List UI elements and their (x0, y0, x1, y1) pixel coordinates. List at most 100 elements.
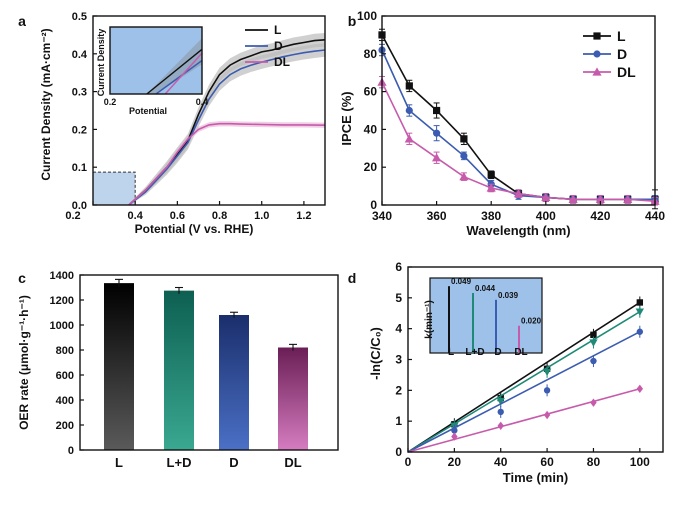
panel-a-inset-line-L (146, 48, 203, 95)
panel-b-legend-label-DL: DL (617, 64, 636, 80)
panel-a-axes-frame (92, 15, 326, 206)
panel-d-ytick-label: 5 (395, 291, 402, 305)
panel-a-ylabel: Current Density (mA·cm⁻²) (39, 28, 53, 180)
panel-a-ytick-label: 0.5 (72, 11, 87, 23)
panel-a-letter: a (18, 13, 26, 29)
panel-a-xtick-label: 0.4 (128, 210, 144, 222)
panel-c-axes-frame (79, 274, 339, 451)
panel-c-category-label-D: D (229, 455, 238, 470)
panel-b-legend-marker-DL (592, 67, 602, 76)
panel-c-bar-DL (278, 347, 308, 450)
panel-a-ytick-label: 0.4 (72, 49, 88, 61)
panel-d-ytick-label: 3 (395, 353, 402, 367)
panel-a-xtick-label: 0.8 (212, 210, 227, 222)
panel-a-legend-label-L: L (274, 23, 281, 37)
panel-d-xtick-label: 80 (587, 455, 601, 469)
panel-a-ytick-label: 0.3 (72, 87, 87, 99)
panel-a-xtick-label: 0.6 (170, 210, 185, 222)
panel-a-band-DL (128, 121, 325, 205)
panel-b-point-DL (568, 194, 578, 203)
panel-a-line-DL (128, 122, 326, 206)
panel-b-legend-marker-D (593, 50, 601, 58)
panel-d-inset-frame (429, 277, 543, 354)
panel-c-ytick-label: 0 (68, 445, 74, 457)
panel-a-inset-line-D (155, 59, 203, 95)
panel-c-ytick-label: 1000 (50, 320, 74, 332)
panel-d-fit-line-L+D (407, 311, 641, 453)
panel-b-ytick-label: 0 (370, 198, 377, 212)
panel-d-inset-value-label-L+D: 0.044 (475, 284, 496, 293)
panel-b-point-L (433, 106, 441, 115)
panel-a-xtick-label: 1.0 (254, 210, 269, 222)
panel-c-bar-L (104, 283, 134, 450)
panel-c-ylabel: OER rate (μmol·g⁻¹·h⁻¹) (17, 295, 31, 430)
panel-b-xtick-label: 400 (536, 209, 556, 223)
panel-c-letter: c (18, 270, 26, 286)
panel-d-inset-category-label-L+D: L+D (465, 347, 484, 358)
panel-b-ytick-label: 100 (357, 9, 377, 23)
panel-b-legend-label-L: L (617, 28, 626, 44)
panel-a-inset-ylabel: Current Density (96, 29, 106, 97)
panel-a-ytick-label: 0.2 (72, 124, 87, 136)
panel-b-point-DL (595, 194, 605, 203)
panel-d-point-L+D (635, 308, 645, 316)
panel-d-inset-category-label-D: D (494, 347, 501, 358)
panel-b-line-DL (381, 81, 656, 202)
panel-c-category-label-L: L (115, 455, 123, 470)
panel-b-point-DL (432, 153, 442, 162)
panel-d-point-D (636, 328, 644, 335)
panel-d-ytick-label: 6 (395, 260, 402, 274)
panel-a-inset-xtick-label: 0.2 (104, 97, 117, 107)
panel-a-legend-label-DL: DL (274, 55, 290, 69)
panel-d-xtick-label: 20 (448, 455, 462, 469)
panel-d-xtick-label: 0 (405, 455, 412, 469)
panel-c-ytick-label: 400 (56, 395, 74, 407)
panel-b-point-L (460, 135, 468, 143)
panel-d-point-D (543, 387, 551, 394)
panel-d-point-L+D (496, 397, 505, 406)
panel-b-axes-frame (381, 15, 656, 206)
panel-d-ylabel: -ln(C/C₀) (368, 327, 383, 380)
panel-d-xtick-label: 40 (494, 455, 508, 469)
panel-a-inset-xtick-label: 0.4 (196, 97, 209, 107)
panel-b-ytick-label: 60 (364, 85, 378, 99)
panel-d-letter: d (348, 270, 357, 286)
panel-b-xtick-label: 360 (427, 209, 447, 223)
panel-a-inset-frame (109, 26, 203, 95)
panel-d-inset-value-label-L: 0.049 (451, 277, 472, 286)
panel-b-letter: b (348, 13, 357, 29)
panel-a-xtick-label: 1.2 (296, 210, 311, 222)
panel-c-ytick-label: 1200 (50, 295, 74, 307)
panel-d-inset-category-label-DL: DL (514, 347, 527, 358)
panel-b-point-L (405, 82, 413, 90)
panel-d-xtick-label: 60 (540, 455, 554, 469)
panel-d-fit-line-D (407, 331, 641, 453)
panel-b-point-DL (541, 192, 551, 202)
panel-b-point-L (487, 171, 495, 179)
panel-a-line-D (128, 49, 326, 206)
panel-d-point-L (590, 331, 597, 339)
panel-b-legend-marker-L (593, 32, 601, 40)
panel-a-legend-label-D: D (274, 39, 283, 53)
panel-b-point-DL (459, 172, 469, 181)
panel-a-inset-line-DL (164, 52, 203, 95)
panel-b-ytick-label: 20 (364, 160, 378, 174)
panel-d-ytick-label: 2 (395, 383, 402, 397)
panel-a-xlabel: Potential (V vs. RHE) (135, 222, 254, 236)
panel-a-inset-xlabel: Potential (129, 106, 167, 116)
panel-b-line-L (381, 34, 655, 201)
panel-b-line-D (381, 49, 655, 201)
panel-d-inset-ylabel: k(min⁻¹) (424, 300, 435, 339)
panel-d-point-DL (543, 410, 551, 420)
panel-b-point-DL (404, 134, 414, 143)
panel-d-point-D (497, 408, 504, 416)
panel-d-ytick-label: 1 (395, 414, 402, 428)
panel-a-inset-band (146, 38, 202, 94)
panel-b-xlabel: Wavelength (nm) (466, 223, 570, 238)
panel-b-xtick-label: 340 (372, 209, 392, 223)
panel-d-ytick-label: 0 (395, 445, 402, 459)
panel-d-point-DL (451, 432, 458, 441)
panel-b-xtick-label: 440 (645, 209, 665, 223)
panel-c-ytick-label: 1400 (50, 270, 74, 282)
